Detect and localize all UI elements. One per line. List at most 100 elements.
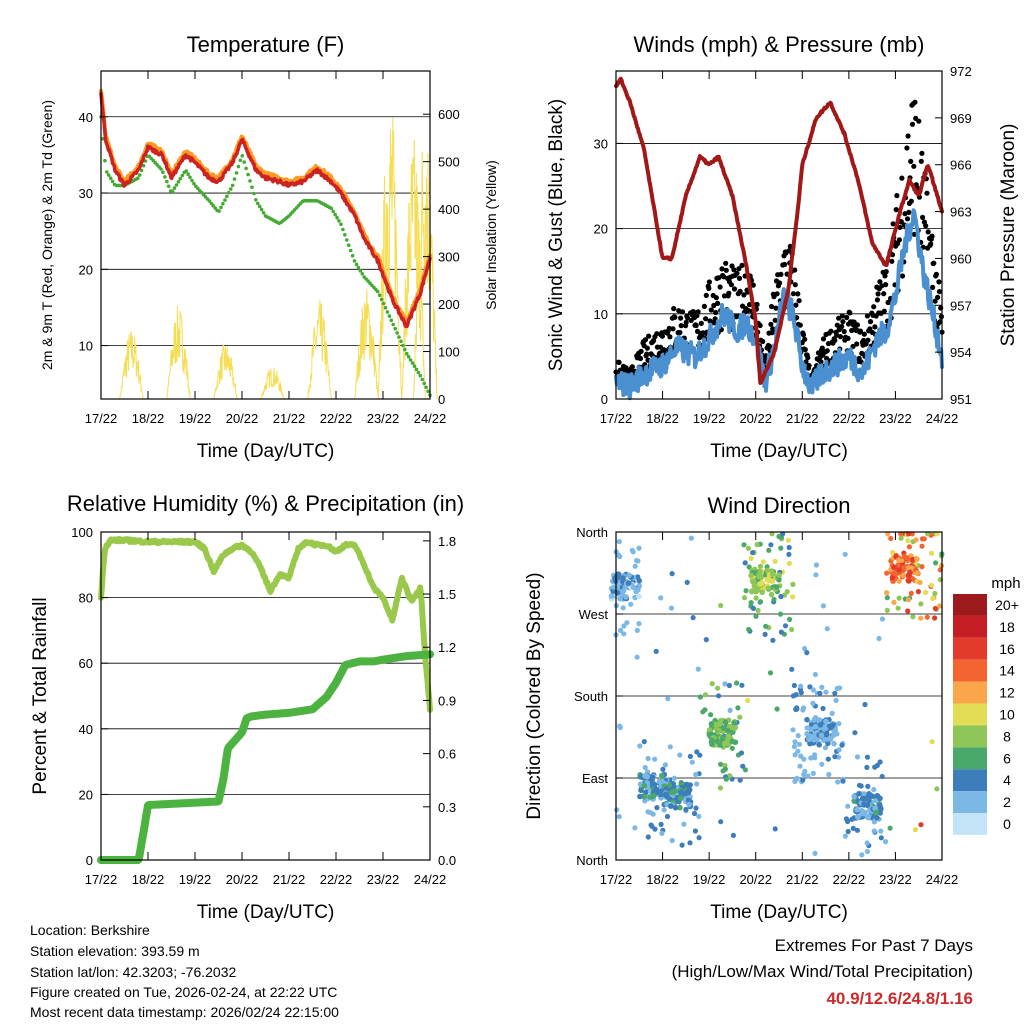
dewpoint-point [180,173,185,178]
direction-point [766,547,772,553]
direction-point [789,666,795,672]
direction-point [657,779,663,785]
dewpoint-point [105,170,109,174]
gust-point [844,314,850,321]
direction-point [816,742,822,748]
dewpoint-point [139,168,144,173]
y2-tick-label: 0.0 [438,853,456,868]
direction-point [706,727,713,733]
dewpoint-point [403,347,407,352]
direction-point [795,733,801,739]
direction-point [668,803,674,809]
y-axis-label: 2m & 9m T (Red, Orange) & 2m Td (Green) [39,100,55,370]
gust-point [883,282,889,288]
x-tick-label: 19/22 [179,411,212,426]
gust-point [679,309,686,315]
legend-label: 2 [1003,794,1011,810]
y2-tick-label: 0.3 [438,800,456,815]
direction-point [891,599,897,606]
gust-point [797,322,803,328]
direction-point [884,607,890,614]
gust-point [904,216,911,222]
y2-tick-label: 960 [950,251,972,266]
y2-tick-label: 1.5 [438,587,456,602]
direction-point [859,852,865,858]
direction-point [721,740,728,747]
direction-point [651,781,658,788]
direction-point [864,840,870,846]
direction-point [659,830,665,837]
direction-point [737,777,743,783]
direction-point [620,605,626,611]
chart-title: Wind Direction [707,493,850,518]
direction-point [895,562,901,568]
direction-point [810,687,817,693]
direction-point [917,579,923,586]
direction-point [777,611,784,617]
direction-point [681,821,687,827]
gust-point [792,282,798,288]
gust-point [893,207,899,213]
dewpoint-point [381,301,386,306]
gust-point [678,323,684,329]
y2-axis-label: Solar Insolation (Yellow) [483,160,499,310]
direction-point [804,716,810,723]
direction-point [862,701,868,708]
direction-point [630,584,637,590]
direction-point [665,696,671,702]
dewpoint-point [223,198,227,202]
gust-point [728,282,735,288]
gust-point [642,337,649,343]
x-tick-label: 20/22 [739,872,772,887]
x-tick-label: 23/22 [879,872,912,887]
station-location: Location: Berkshire [30,922,150,938]
gust-point [659,333,666,339]
legend-swatch [953,703,987,726]
gust-point [711,320,718,326]
direction-point [611,584,617,590]
legend-label: 10 [999,707,1015,723]
direction-point [749,578,756,585]
x-tick-label: 22/22 [833,411,866,426]
solar-insolation-trace [354,288,379,400]
direction-point [796,741,803,747]
y-tick-label: North [576,525,608,540]
direction-point [837,685,843,691]
gust-point [739,262,745,268]
direction-point [745,545,752,551]
direction-point [626,572,632,579]
direction-point [697,694,703,700]
direction-point [932,615,938,621]
solar-insolation-trace [307,300,332,400]
gust-point [684,315,691,321]
direction-point [718,819,724,825]
y2-tick-label: 963 [950,205,972,220]
gust-point [750,282,756,288]
gust-point [865,337,871,343]
dewpoint-point [172,186,177,190]
gust-point [731,267,737,273]
direction-point [840,778,846,784]
dewpoint-point [186,172,190,176]
gust-point [644,351,650,357]
dewpoint-point [228,187,233,191]
gust-point [916,118,922,124]
y-tick-label: South [574,689,608,704]
figure-created: Figure created on Tue, 2026-02-24, at 22… [30,984,338,1000]
gust-point [897,224,903,230]
dewpoint-point [165,179,169,184]
x-tick-label: 23/22 [879,411,912,426]
gust-point [904,145,910,151]
gust-point [672,314,678,320]
x-tick-label: 18/22 [646,872,679,887]
direction-point [645,834,651,840]
dewpoint-point [211,203,215,208]
direction-point [816,717,823,723]
dewpoint-point [410,361,415,365]
y-tick-label: 100 [71,525,93,540]
direction-point [910,556,916,563]
direction-point [833,697,839,704]
direction-point [645,755,651,762]
gust-point [847,310,853,316]
gust-point [818,359,824,365]
